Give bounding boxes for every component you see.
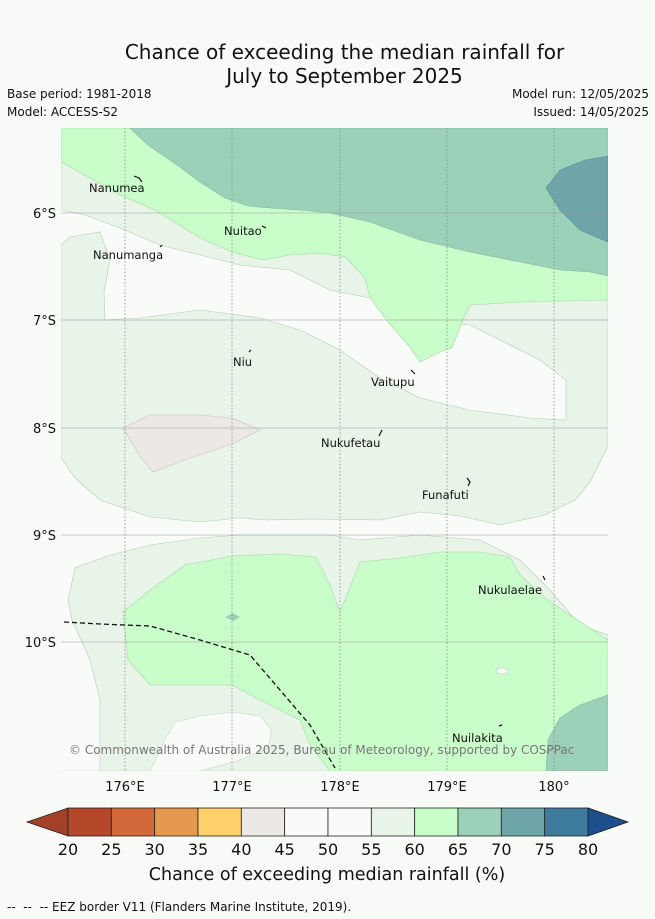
island-nuitao xyxy=(261,225,267,229)
lon-tick-label: 179°E xyxy=(427,780,467,795)
rainfall-contours xyxy=(61,128,608,771)
colorbar-tick-label: 55 xyxy=(361,840,381,859)
model-run: Model run: 12/05/2025 xyxy=(511,87,649,101)
island-niu xyxy=(248,349,252,353)
lat-tick-label: 9°S xyxy=(33,529,56,544)
island-nanumea xyxy=(133,175,143,183)
island-nuilakita xyxy=(498,724,503,727)
colorbar-segment xyxy=(110,807,156,837)
place-label: Niu xyxy=(233,355,252,369)
colorbar-tick-label: 60 xyxy=(404,840,424,859)
island-nukufetau xyxy=(378,429,383,437)
colorbar-segment xyxy=(284,807,329,837)
island-nanumanga xyxy=(159,244,163,248)
colorbar-segment xyxy=(414,807,459,837)
colorbar xyxy=(25,807,630,837)
colorbar-tick-label: 45 xyxy=(274,840,294,859)
colorbar-tick-label: 40 xyxy=(231,840,251,859)
place-label: Nukufetau xyxy=(321,436,380,450)
lat-tick-labels: 6°S 7°S 8°S 9°S 10°S xyxy=(25,207,56,651)
colorbar-segment xyxy=(370,807,416,837)
colorbar-segment xyxy=(544,807,589,837)
colorbar-tick-label: 25 xyxy=(101,840,121,859)
contour-65-70-southeast xyxy=(545,694,608,771)
lat-tick-label: 7°S xyxy=(33,314,56,329)
eez-legend-text: -- EEZ border V11 (Flanders Marine Insti… xyxy=(39,900,352,914)
colorbar-segment xyxy=(500,807,546,837)
colorbar-segment xyxy=(457,807,502,837)
lat-tick-label: 6°S xyxy=(33,207,56,222)
colorbar-tick-label: 20 xyxy=(58,840,78,859)
contour-50-55-south-pocket xyxy=(149,711,273,771)
colorbar-segment xyxy=(197,807,242,837)
contour-speck xyxy=(495,667,509,675)
lat-tick-label: 8°S xyxy=(33,422,56,437)
place-label: Funafuti xyxy=(422,488,469,502)
place-label: Nuitao xyxy=(224,224,262,238)
base-period: Base period: 1981-2018 xyxy=(7,87,152,101)
colorbar-segment xyxy=(154,807,199,837)
lon-tick-label: 180° xyxy=(538,780,569,795)
place-label: Nanumanga xyxy=(93,248,163,262)
colorbar-segment xyxy=(240,807,286,837)
colorbar-segment xyxy=(327,807,372,837)
meta-left: Base period: 1981-2018 Model: ACCESS-S2 xyxy=(7,87,152,123)
colorbar-tick-label: 70 xyxy=(491,840,511,859)
copyright-text: © Commonwealth of Australia 2025, Bureau… xyxy=(69,743,574,757)
island-vaitupu xyxy=(410,369,416,375)
lon-tick-labels: 176°E 177°E 178°E 179°E 180° xyxy=(105,780,569,795)
title-line-2: July to September 2025 xyxy=(226,64,463,88)
place-label: Vaitupu xyxy=(371,375,415,389)
colorbar-tick-label: 65 xyxy=(448,840,468,859)
issued-date: Issued: 14/05/2025 xyxy=(533,105,649,119)
lon-tick-label: 177°E xyxy=(212,780,252,795)
contour-40-45 xyxy=(122,414,261,473)
colorbar-tick-label: 35 xyxy=(188,840,208,859)
contour-65-70-dot xyxy=(225,613,240,621)
lon-tick-label: 178°E xyxy=(320,780,360,795)
colorbar-tick-label: 75 xyxy=(534,840,554,859)
islands xyxy=(133,175,546,727)
place-label: Nuilakita xyxy=(452,731,503,745)
title-line-1: Chance of exceeding the median rainfall … xyxy=(124,40,565,64)
eez-legend-line-icon: -- -- xyxy=(7,900,40,914)
colorbar-segment xyxy=(67,807,112,837)
colorbar-under-arrow xyxy=(25,807,69,837)
eez-border-line xyxy=(63,621,336,769)
contour-60-65-south xyxy=(122,551,608,771)
meta-right: Model run: 12/05/2025 Issued: 14/05/2025 xyxy=(512,87,649,123)
colorbar-tick-label: 80 xyxy=(578,840,598,859)
place-labels: Nanumea Nuitao Nanumanga Niu Vaitupu Nuk… xyxy=(89,181,542,745)
colorbar-over-arrow xyxy=(587,807,630,837)
colorbar-tick-label: 50 xyxy=(318,840,338,859)
chart-title: Chance of exceeding the median rainfall … xyxy=(0,40,655,88)
place-label: Nukulaelae xyxy=(478,583,542,597)
eez-legend: -- -- -- EEZ border V11 (Flanders Marine… xyxy=(7,900,351,914)
island-funafuti xyxy=(466,477,471,487)
lon-tick-label: 176°E xyxy=(105,780,145,795)
island-nukulaelae xyxy=(542,575,546,581)
model-name: Model: ACCESS-S2 xyxy=(7,105,119,119)
lat-tick-label: 10°S xyxy=(25,636,56,651)
gridlines xyxy=(61,128,608,771)
contour-65-70 xyxy=(129,128,608,277)
contour-70-75 xyxy=(545,155,608,243)
place-label: Nanumea xyxy=(89,181,145,195)
colorbar-label: Chance of exceeding median rainfall (%) xyxy=(149,865,505,885)
colorbar-tick-label: 30 xyxy=(144,840,164,859)
colorbar-tick-labels: 20 25 30 35 40 45 50 55 60 65 70 75 80 xyxy=(58,840,598,859)
